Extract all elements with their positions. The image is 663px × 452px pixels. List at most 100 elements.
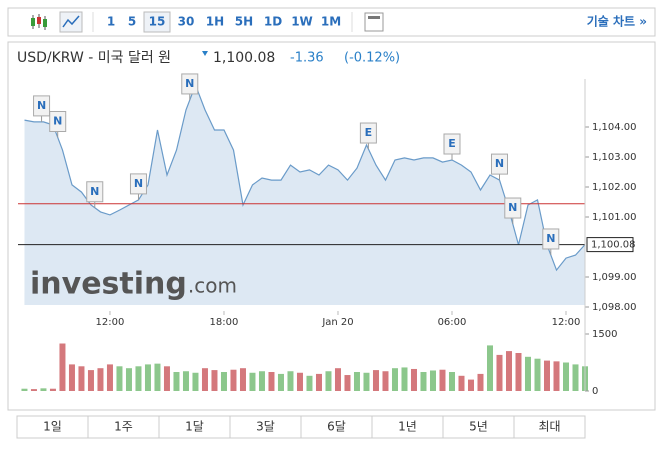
volume-bar bbox=[116, 366, 123, 391]
range-button-label: 3달 bbox=[256, 420, 275, 434]
volume-bar bbox=[268, 372, 275, 391]
volume-bar bbox=[372, 370, 379, 391]
settings-icon[interactable] bbox=[364, 12, 384, 32]
event-marker[interactable] bbox=[33, 95, 51, 117]
event-label: N bbox=[37, 99, 46, 112]
range-button-label: 1년 bbox=[398, 420, 417, 434]
volume-bar bbox=[78, 366, 85, 391]
volume-bar bbox=[125, 368, 132, 391]
volume-bar bbox=[258, 371, 265, 391]
volume-bar bbox=[220, 372, 227, 391]
volume-bar bbox=[68, 364, 75, 391]
price-line bbox=[24, 83, 586, 272]
x-tick-label: 12:00 bbox=[552, 317, 581, 328]
event-marker[interactable] bbox=[504, 197, 522, 219]
volume-bar bbox=[334, 368, 341, 391]
toolbar bbox=[7, 7, 656, 37]
event-label: N bbox=[508, 201, 517, 214]
interval-button[interactable]: 1 bbox=[107, 15, 115, 29]
volume-bar bbox=[429, 370, 436, 391]
y-tick-label: 1,101.00 bbox=[592, 212, 637, 223]
volume-bar bbox=[496, 354, 503, 391]
volume-bar bbox=[505, 351, 512, 391]
interval-button[interactable]: 1M bbox=[321, 15, 341, 29]
event-marker[interactable] bbox=[542, 228, 560, 250]
interval-selected bbox=[143, 11, 171, 33]
x-tick-label: 12:00 bbox=[96, 317, 125, 328]
price-area bbox=[24, 85, 586, 305]
x-tick-label: Jan 20 bbox=[321, 317, 353, 328]
volume-bar bbox=[144, 364, 151, 391]
event-marker[interactable] bbox=[49, 111, 67, 132]
change: -1.36 bbox=[290, 51, 324, 66]
volume-bar bbox=[553, 361, 560, 391]
volume-bar bbox=[97, 368, 104, 391]
advanced-chart-link[interactable]: 기술 차트 » bbox=[587, 14, 647, 29]
instrument-title: USD/KRW - 미국 달러 원 bbox=[17, 50, 171, 66]
line-icon-glyph bbox=[62, 15, 80, 28]
event-label: N bbox=[53, 115, 62, 128]
event-label: N bbox=[495, 157, 504, 170]
event-marker[interactable] bbox=[359, 122, 377, 144]
event-marker[interactable] bbox=[129, 173, 147, 195]
event-marker[interactable] bbox=[86, 181, 104, 203]
event-label: N bbox=[185, 77, 194, 90]
settings-icon-bar bbox=[368, 16, 380, 19]
volume-bar bbox=[401, 367, 408, 391]
volume-bar bbox=[173, 372, 180, 391]
interval-button[interactable]: 1D bbox=[264, 15, 282, 29]
interval-button[interactable]: 5 bbox=[128, 15, 136, 29]
volume-bar bbox=[59, 343, 66, 391]
x-tick-label: 06:00 bbox=[438, 317, 467, 328]
interval-button[interactable]: 5H bbox=[235, 15, 253, 29]
volume-bar bbox=[572, 364, 579, 391]
price: 1,100.08 bbox=[213, 50, 275, 66]
x-tick-label: 18:00 bbox=[210, 317, 239, 328]
event-marker[interactable] bbox=[490, 153, 508, 175]
volume-bar bbox=[287, 371, 294, 391]
y-tick-label: 1,104.00 bbox=[592, 122, 637, 133]
volume-bar bbox=[230, 369, 237, 391]
candle-icon[interactable] bbox=[31, 14, 47, 30]
last-price-tag bbox=[586, 237, 634, 253]
volume-bar bbox=[524, 356, 531, 391]
interval-button[interactable]: 15 bbox=[149, 15, 166, 29]
event-label: N bbox=[90, 185, 99, 198]
event-label: E bbox=[448, 137, 456, 150]
event-marker[interactable] bbox=[443, 133, 461, 155]
volume-bar bbox=[439, 369, 446, 391]
interval-button[interactable]: 1H bbox=[206, 15, 224, 29]
volume-bar bbox=[249, 372, 256, 391]
event-label: E bbox=[365, 126, 373, 139]
volume-bar bbox=[344, 375, 351, 391]
volume-bar bbox=[49, 388, 56, 391]
interval-button[interactable]: 30 bbox=[178, 15, 195, 29]
volume-bar bbox=[391, 368, 398, 391]
event-marker[interactable] bbox=[181, 73, 199, 95]
volume-bar bbox=[515, 353, 522, 391]
event-label: N bbox=[134, 177, 143, 190]
volume-bar bbox=[306, 375, 313, 391]
range-button-label: 1일 bbox=[43, 420, 62, 434]
volume-bar bbox=[30, 389, 37, 391]
volume-bar bbox=[87, 370, 94, 391]
volume-bar bbox=[543, 360, 550, 391]
interval-button[interactable]: 1W bbox=[291, 15, 313, 29]
volume-bar bbox=[486, 345, 493, 391]
y2-tick-label: 0 bbox=[592, 386, 598, 397]
volume-bar bbox=[277, 373, 284, 391]
change-percent: (-0.12%) bbox=[344, 51, 400, 66]
volume-bar bbox=[534, 358, 541, 391]
range-button[interactable] bbox=[513, 415, 586, 439]
volume-bar bbox=[192, 372, 199, 391]
volume-bar bbox=[21, 388, 28, 391]
volume-bar bbox=[562, 362, 569, 391]
down-arrow bbox=[202, 51, 208, 56]
volume-bar bbox=[315, 373, 322, 391]
volume-bar bbox=[40, 388, 47, 391]
range-button-label: 1주 bbox=[114, 420, 133, 434]
y-tick-label: 1,102.00 bbox=[592, 182, 637, 193]
y-tick-label: 1,098.00 bbox=[592, 302, 637, 313]
volume-bar bbox=[135, 366, 142, 391]
